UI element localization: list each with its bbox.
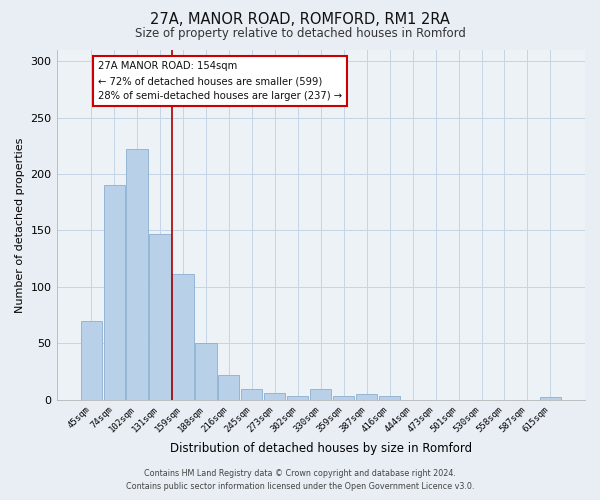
- Text: Contains HM Land Registry data © Crown copyright and database right 2024.
Contai: Contains HM Land Registry data © Crown c…: [126, 470, 474, 491]
- Bar: [149, 234, 170, 400]
- X-axis label: Distribution of detached houses by size in Romford: Distribution of detached houses by size …: [170, 442, 472, 455]
- Bar: [287, 396, 308, 400]
- Bar: [356, 394, 377, 400]
- Bar: [540, 398, 561, 400]
- Text: 27A, MANOR ROAD, ROMFORD, RM1 2RA: 27A, MANOR ROAD, ROMFORD, RM1 2RA: [150, 12, 450, 28]
- Y-axis label: Number of detached properties: Number of detached properties: [15, 137, 25, 312]
- Bar: [172, 274, 194, 400]
- Bar: [218, 375, 239, 400]
- Bar: [310, 390, 331, 400]
- Bar: [241, 390, 262, 400]
- Bar: [196, 343, 217, 400]
- Bar: [379, 396, 400, 400]
- Text: 27A MANOR ROAD: 154sqm
← 72% of detached houses are smaller (599)
28% of semi-de: 27A MANOR ROAD: 154sqm ← 72% of detached…: [98, 62, 342, 101]
- Bar: [80, 320, 101, 400]
- Bar: [104, 186, 125, 400]
- Text: Size of property relative to detached houses in Romford: Size of property relative to detached ho…: [134, 28, 466, 40]
- Bar: [264, 393, 286, 400]
- Bar: [333, 396, 354, 400]
- Bar: [127, 150, 148, 400]
